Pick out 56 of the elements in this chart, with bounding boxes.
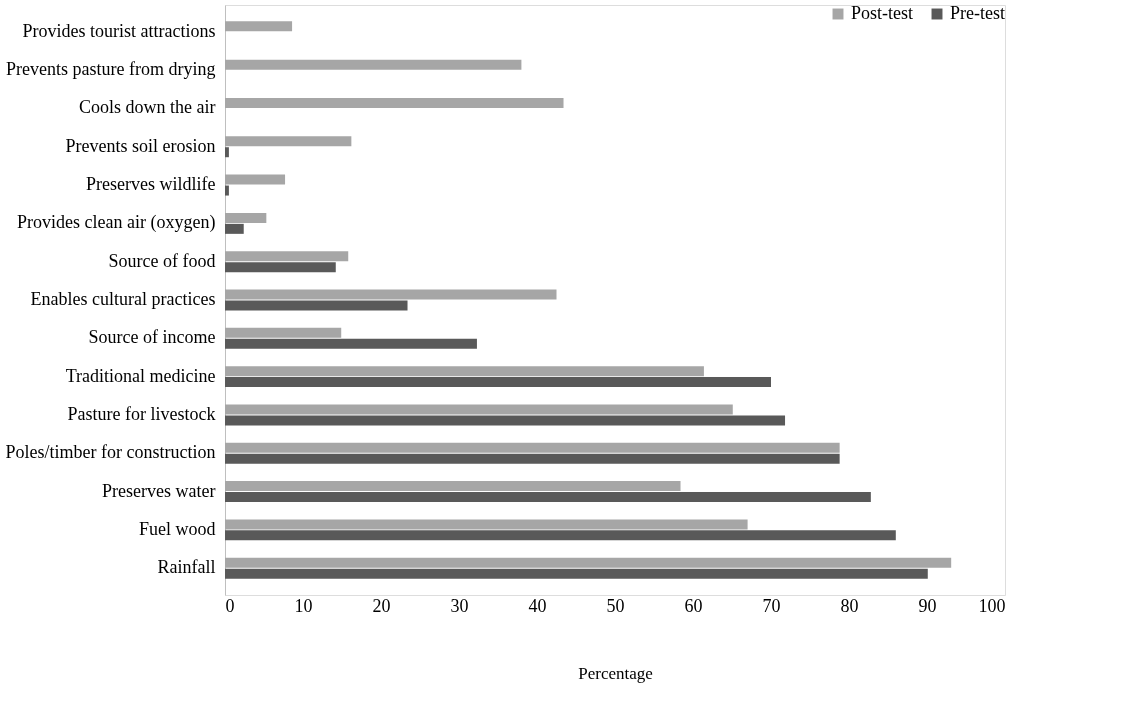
y-tick-label: Provides tourist attractions [22, 20, 216, 41]
x-tick-label: 70 [762, 595, 781, 616]
y-tick-label: Enables cultural practices [30, 289, 216, 309]
bar [225, 442, 840, 453]
y-tick-label: Prevents soil erosion [65, 135, 216, 156]
bar [225, 492, 871, 503]
y-tick-label: Cools down the air [79, 97, 216, 118]
legend-label: Pre-test [950, 3, 1005, 23]
bar [225, 262, 336, 273]
y-tick-label: Poles/timber for construction [5, 442, 216, 463]
x-tick-label: 80 [840, 595, 859, 616]
bar [225, 338, 477, 349]
x-tick-label: 100 [978, 595, 1006, 616]
bar [225, 59, 522, 70]
bar [225, 300, 408, 311]
x-tick-label: 20 [372, 595, 391, 616]
x-tick-label: 30 [450, 595, 469, 616]
x-tick-label: 0 [225, 595, 235, 616]
bar [225, 147, 229, 158]
y-tick-label: Rainfall [157, 557, 216, 578]
bar [225, 415, 786, 426]
legend-label: Post-test [851, 3, 914, 23]
bar [225, 174, 286, 185]
bar [225, 519, 748, 530]
y-tick-label: Source of food [108, 250, 216, 271]
bar [225, 327, 342, 338]
x-tick-label: 60 [684, 595, 703, 616]
bar [225, 97, 564, 108]
x-axis-title: Percentage [578, 663, 653, 683]
y-tick-label: Provides clean air (oxygen) [17, 212, 216, 234]
bar [225, 251, 349, 262]
y-tick-label: Source of income [88, 327, 216, 348]
bar [225, 568, 928, 579]
y-tick-label: Pasture for livestock [67, 403, 216, 424]
bar [225, 530, 896, 541]
bar [225, 366, 704, 377]
bar [225, 212, 267, 223]
y-tick-label: Traditional medicine [65, 365, 216, 386]
bar [225, 481, 681, 492]
bar [225, 185, 229, 196]
y-tick-label: Fuel wood [139, 518, 216, 539]
x-tick-label: 40 [528, 595, 547, 616]
bar [225, 557, 952, 568]
bar [225, 377, 771, 388]
y-tick-label: Preserves wildlife [86, 174, 216, 195]
x-tick-label: 90 [918, 595, 937, 616]
x-tick-label: 10 [294, 595, 313, 616]
bar [225, 289, 557, 300]
bar [225, 223, 244, 234]
y-tick-label: Prevents pasture from drying [6, 59, 216, 80]
x-tick-label: 50 [606, 595, 625, 616]
bar [225, 453, 840, 464]
bar [225, 21, 293, 32]
bar [225, 136, 352, 147]
bar [225, 404, 733, 415]
y-tick-label: Preserves water [102, 480, 216, 501]
